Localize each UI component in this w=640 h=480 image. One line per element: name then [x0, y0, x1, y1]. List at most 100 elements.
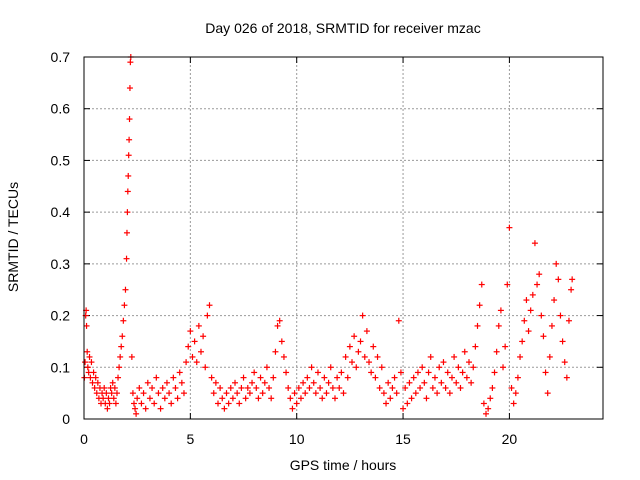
- data-point-213: [461, 348, 468, 355]
- data-point-45: [124, 209, 131, 216]
- data-point-156: [340, 390, 347, 397]
- data-point-48: [125, 152, 132, 159]
- data-point-203: [440, 359, 447, 366]
- data-point-59: [134, 395, 141, 402]
- data-point-108: [238, 384, 245, 391]
- data-point-202: [438, 379, 445, 386]
- data-point-33: [112, 400, 119, 407]
- data-point-224: [485, 405, 492, 412]
- data-point-91: [202, 364, 209, 371]
- y-tick-label-2: 0.2: [51, 308, 71, 324]
- data-point-78: [174, 395, 181, 402]
- data-point-216: [468, 379, 475, 386]
- data-point-34: [113, 390, 120, 397]
- data-point-222: [480, 400, 487, 407]
- data-point-227: [491, 369, 498, 376]
- data-point-207: [448, 374, 455, 381]
- data-point-190: [412, 390, 419, 397]
- data-point-168: [366, 359, 373, 366]
- y-tick-label-5: 0.5: [51, 152, 71, 168]
- data-point-37: [117, 353, 124, 360]
- data-point-187: [406, 379, 413, 386]
- data-point-94: [208, 374, 215, 381]
- data-point-36: [116, 364, 123, 371]
- data-point-159: [346, 343, 353, 350]
- data-point-50: [126, 116, 133, 123]
- data-point-101: [223, 390, 230, 397]
- data-point-95: [210, 390, 217, 397]
- data-point-230: [497, 307, 504, 314]
- data-point-31: [110, 395, 117, 402]
- data-point-121: [266, 384, 273, 391]
- data-point-165: [359, 312, 366, 319]
- x-tick-label-1: 5: [186, 431, 194, 447]
- data-point-147: [321, 374, 328, 381]
- data-point-44: [123, 229, 130, 236]
- data-point-126: [276, 317, 283, 324]
- data-point-26: [105, 395, 112, 402]
- data-point-262: [565, 317, 572, 324]
- data-point-192: [417, 384, 424, 391]
- y-tick-label-1: 0.1: [51, 359, 71, 375]
- data-point-60: [136, 384, 143, 391]
- data-point-223: [483, 410, 490, 417]
- data-point-256: [553, 260, 560, 267]
- data-point-229: [495, 322, 502, 329]
- data-point-62: [140, 390, 147, 397]
- data-point-231: [500, 364, 507, 371]
- data-point-40: [120, 317, 127, 324]
- data-point-113: [249, 379, 256, 386]
- data-point-261: [563, 374, 570, 381]
- data-point-11: [89, 379, 96, 386]
- data-point-259: [559, 338, 566, 345]
- data-point-237: [512, 390, 519, 397]
- data-point-111: [244, 384, 251, 391]
- data-point-99: [219, 395, 226, 402]
- data-point-79: [176, 369, 183, 376]
- data-point-157: [342, 353, 349, 360]
- data-point-232: [502, 343, 509, 350]
- data-point-236: [510, 400, 517, 407]
- data-point-172: [374, 353, 381, 360]
- data-point-211: [457, 384, 464, 391]
- data-point-55: [129, 390, 136, 397]
- plot-frame: [83, 56, 604, 420]
- y-tick-label-0: 0: [62, 411, 70, 427]
- data-point-217: [470, 364, 477, 371]
- data-point-138: [302, 390, 309, 397]
- data-point-122: [268, 395, 275, 402]
- y-axis-label: SRMTID / TECUs: [5, 182, 21, 292]
- data-point-136: [297, 395, 304, 402]
- data-point-195: [423, 395, 430, 402]
- data-point-206: [446, 390, 453, 397]
- data-point-96: [212, 379, 219, 386]
- data-point-185: [402, 384, 409, 391]
- data-point-10: [88, 359, 95, 366]
- data-point-119: [261, 379, 268, 386]
- data-point-72: [161, 395, 168, 402]
- data-point-83: [185, 343, 192, 350]
- data-point-182: [395, 317, 402, 324]
- data-point-183: [397, 369, 404, 376]
- data-point-14: [92, 374, 99, 381]
- data-point-218: [472, 343, 479, 350]
- data-point-76: [170, 374, 177, 381]
- data-point-24: [103, 390, 110, 397]
- data-point-12: [90, 369, 97, 376]
- data-point-52: [127, 59, 134, 66]
- data-point-248: [536, 271, 543, 278]
- data-point-257: [555, 276, 562, 283]
- data-point-252: [544, 390, 551, 397]
- data-point-208: [451, 353, 458, 360]
- data-point-35: [115, 374, 122, 381]
- data-point-127: [278, 338, 285, 345]
- data-point-74: [166, 390, 173, 397]
- data-point-129: [283, 369, 290, 376]
- data-point-63: [142, 405, 149, 412]
- data-point-198: [429, 384, 436, 391]
- y-tick-label-6: 0.6: [51, 101, 71, 117]
- data-point-210: [455, 364, 462, 371]
- data-point-112: [246, 390, 253, 397]
- data-point-131: [287, 395, 294, 402]
- tick-label-layer: 0 5 10 15 20 0 0.1 0.2 0.3 0.4 0.5 0.6 0.7: [51, 49, 518, 447]
